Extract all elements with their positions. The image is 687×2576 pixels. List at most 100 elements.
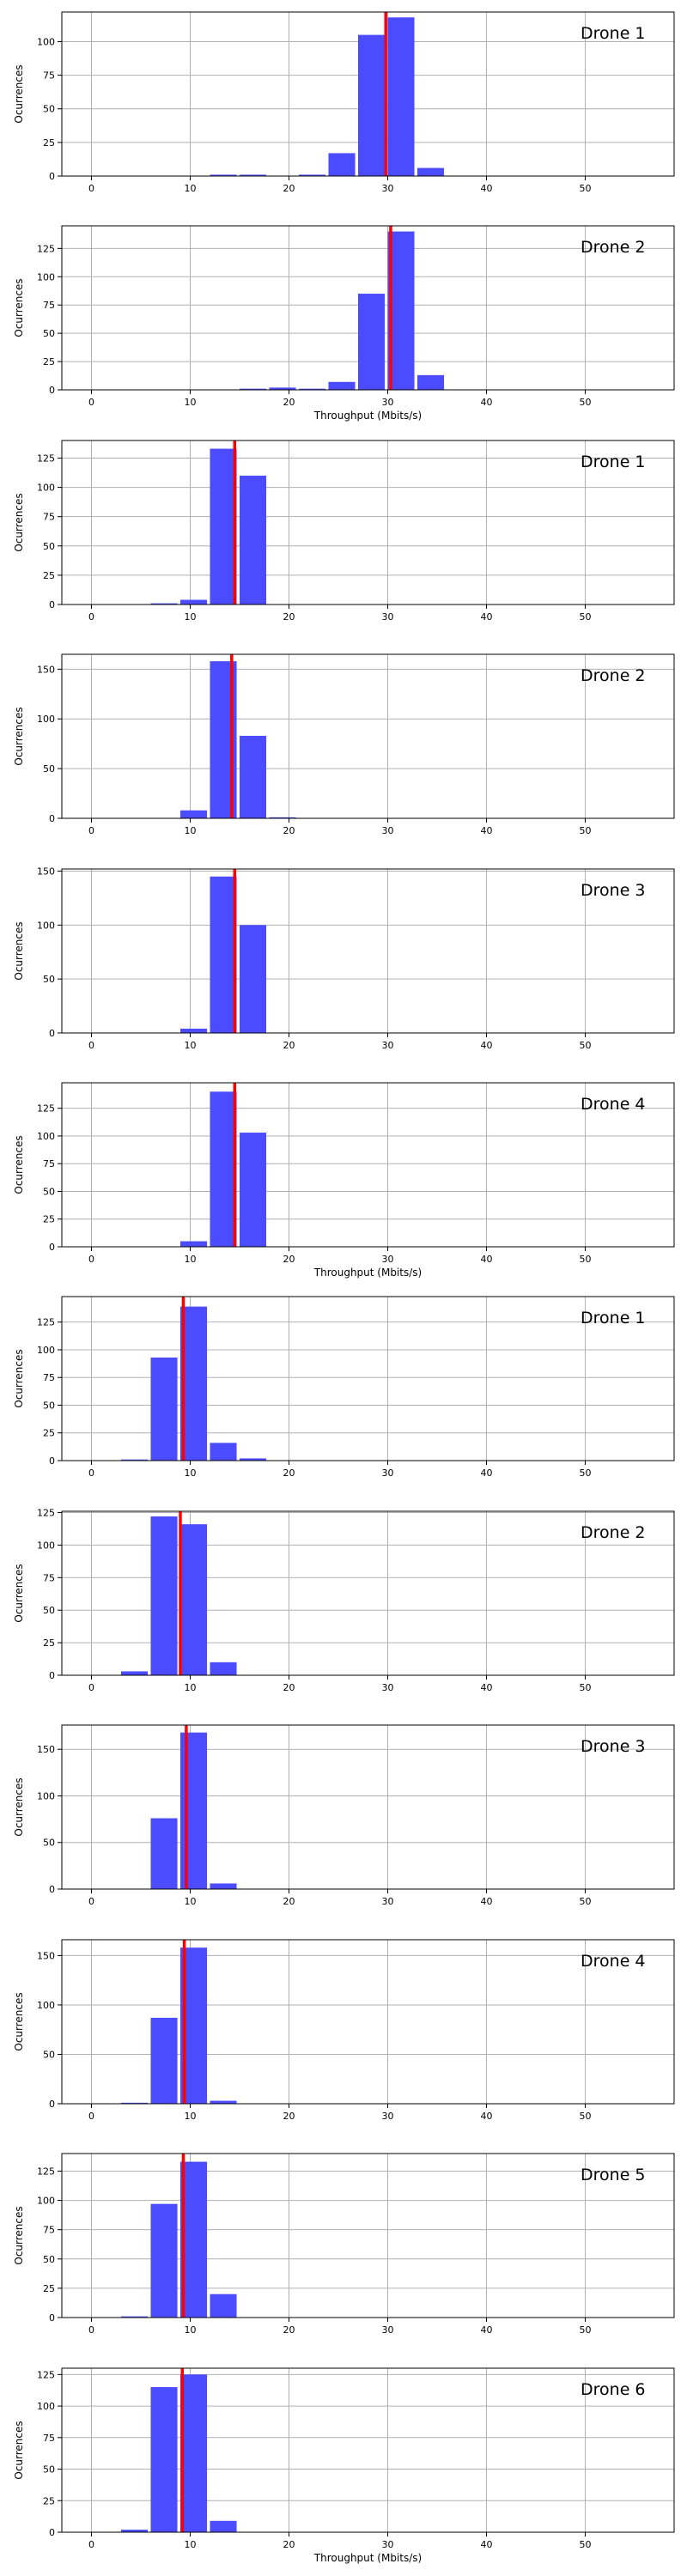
histogram-bar (240, 1133, 267, 1247)
y-tick-label: 100 (37, 2196, 55, 2207)
y-tick-label: 100 (37, 1345, 55, 1356)
histogram-bar (358, 34, 386, 177)
y-tick-label: 25 (43, 137, 55, 149)
y-tick-label: 50 (43, 328, 55, 339)
y-tick-label: 75 (43, 512, 55, 523)
x-tick-label: 20 (283, 2539, 295, 2550)
histogram-panel: 0 10 20 30 40 50 0 50 100 150 Ocurrences Drone 3 (13, 866, 675, 1051)
histogram-bar (240, 735, 267, 818)
y-tick-label: 0 (49, 385, 55, 396)
x-tick-label: 10 (185, 1467, 197, 1479)
histogram-panel: 0 10 20 30 40 50 0 25 50 75 100 125 Ocurrences Drone … (13, 1296, 675, 1479)
y-tick-label: 100 (37, 1790, 55, 1801)
x-tick-label: 20 (283, 1254, 295, 1265)
panel-title: Drone 3 (581, 881, 646, 900)
histogram-bar (328, 153, 356, 176)
y-tick-label: 125 (37, 2166, 55, 2177)
x-tick-label: 40 (481, 1254, 493, 1265)
x-tick-label: 0 (88, 1040, 94, 1051)
y-tick-label: 0 (49, 2527, 55, 2538)
histogram-bar (121, 1671, 149, 1675)
histogram-bar (121, 2530, 149, 2532)
y-tick-label: 25 (43, 1637, 55, 1649)
plot-frame (61, 225, 675, 391)
x-tick-label: 10 (185, 397, 197, 408)
x-tick-label: 10 (185, 1254, 197, 1265)
histogram-panel: 0 10 20 30 40 50 0 50 100 150 Ocurrences Drone 4 (13, 1939, 675, 2122)
histogram-bar (210, 448, 237, 605)
y-tick-label: 125 (37, 243, 55, 254)
plot-frame (61, 440, 675, 605)
histogram-bar (180, 1732, 208, 1889)
histogram-bar (299, 388, 326, 390)
x-tick-label: 20 (283, 397, 295, 408)
x-tick-label: 20 (283, 1467, 295, 1479)
histogram-bar (269, 817, 296, 818)
y-tick-label: 150 (37, 1950, 55, 1961)
panel-title: Drone 4 (581, 1952, 646, 1971)
plot-frame (61, 11, 675, 177)
panel-title: Drone 2 (581, 238, 646, 257)
panel-title: Drone 1 (581, 1309, 646, 1327)
x-tick-label: 40 (481, 2539, 493, 2550)
x-tick-label: 50 (580, 1896, 592, 1907)
x-tick-label: 40 (481, 1896, 493, 1907)
y-tick-label: 0 (49, 1028, 55, 1039)
histogram-bar (240, 925, 267, 1033)
histogram-bar (417, 374, 445, 390)
plot-frame (61, 1296, 675, 1461)
panel-title: Drone 2 (581, 666, 646, 685)
x-tick-label: 50 (580, 183, 592, 194)
histogram-bar (328, 381, 356, 390)
x-tick-label: 40 (481, 2324, 493, 2336)
y-axis-label: Ocurrences (13, 707, 25, 765)
x-tick-label: 50 (580, 1682, 592, 1693)
x-tick-label: 10 (185, 1040, 197, 1051)
x-tick-label: 30 (382, 2324, 394, 2336)
histogram-bar (210, 174, 237, 176)
x-tick-label: 10 (185, 2111, 197, 2122)
panel-title: Drone 2 (581, 1523, 646, 1542)
histogram-bar (210, 1662, 237, 1675)
y-tick-label: 50 (43, 1838, 55, 1849)
y-tick-label: 50 (43, 763, 55, 775)
y-tick-label: 150 (37, 664, 55, 675)
histogram-bar (299, 174, 326, 176)
y-tick-label: 25 (43, 1214, 55, 1225)
x-tick-label: 10 (185, 1896, 197, 1907)
x-tick-label: 40 (481, 1682, 493, 1693)
x-tick-label: 50 (580, 825, 592, 836)
y-tick-label: 100 (37, 271, 55, 283)
histogram-bar (121, 2316, 149, 2318)
histogram-panel: 0 10 20 30 40 50 0 25 50 75 100 125 Ocurrences Drone … (13, 2153, 675, 2336)
x-tick-label: 30 (382, 611, 394, 623)
x-tick-label: 50 (580, 2111, 592, 2122)
y-tick-label: 25 (43, 2283, 55, 2294)
y-axis-label: Ocurrences (13, 2421, 25, 2479)
x-tick-label: 0 (88, 397, 94, 408)
y-tick-label: 25 (43, 356, 55, 368)
x-tick-label: 20 (283, 1896, 295, 1907)
y-tick-label: 100 (37, 2401, 55, 2412)
histogram-bar (210, 2520, 237, 2532)
panel-title: Drone 4 (581, 1095, 646, 1114)
y-tick-label: 50 (43, 1400, 55, 1411)
y-tick-label: 100 (37, 1540, 55, 1551)
plot-frame (61, 2153, 675, 2318)
x-tick-label: 30 (382, 1254, 394, 1265)
y-tick-label: 0 (49, 1670, 55, 1681)
x-tick-label: 30 (382, 1467, 394, 1479)
x-tick-label: 40 (481, 825, 493, 836)
x-tick-label: 30 (382, 397, 394, 408)
y-tick-label: 0 (49, 599, 55, 611)
plot-frame (61, 1724, 675, 1890)
y-tick-label: 100 (37, 483, 55, 494)
y-tick-label: 100 (37, 36, 55, 47)
histogram-bar (210, 876, 237, 1033)
histogram-bar (240, 1458, 267, 1461)
x-tick-label: 0 (88, 1467, 94, 1479)
y-tick-label: 25 (43, 570, 55, 581)
histogram-bar (121, 1459, 149, 1461)
y-tick-label: 125 (37, 1317, 55, 1328)
